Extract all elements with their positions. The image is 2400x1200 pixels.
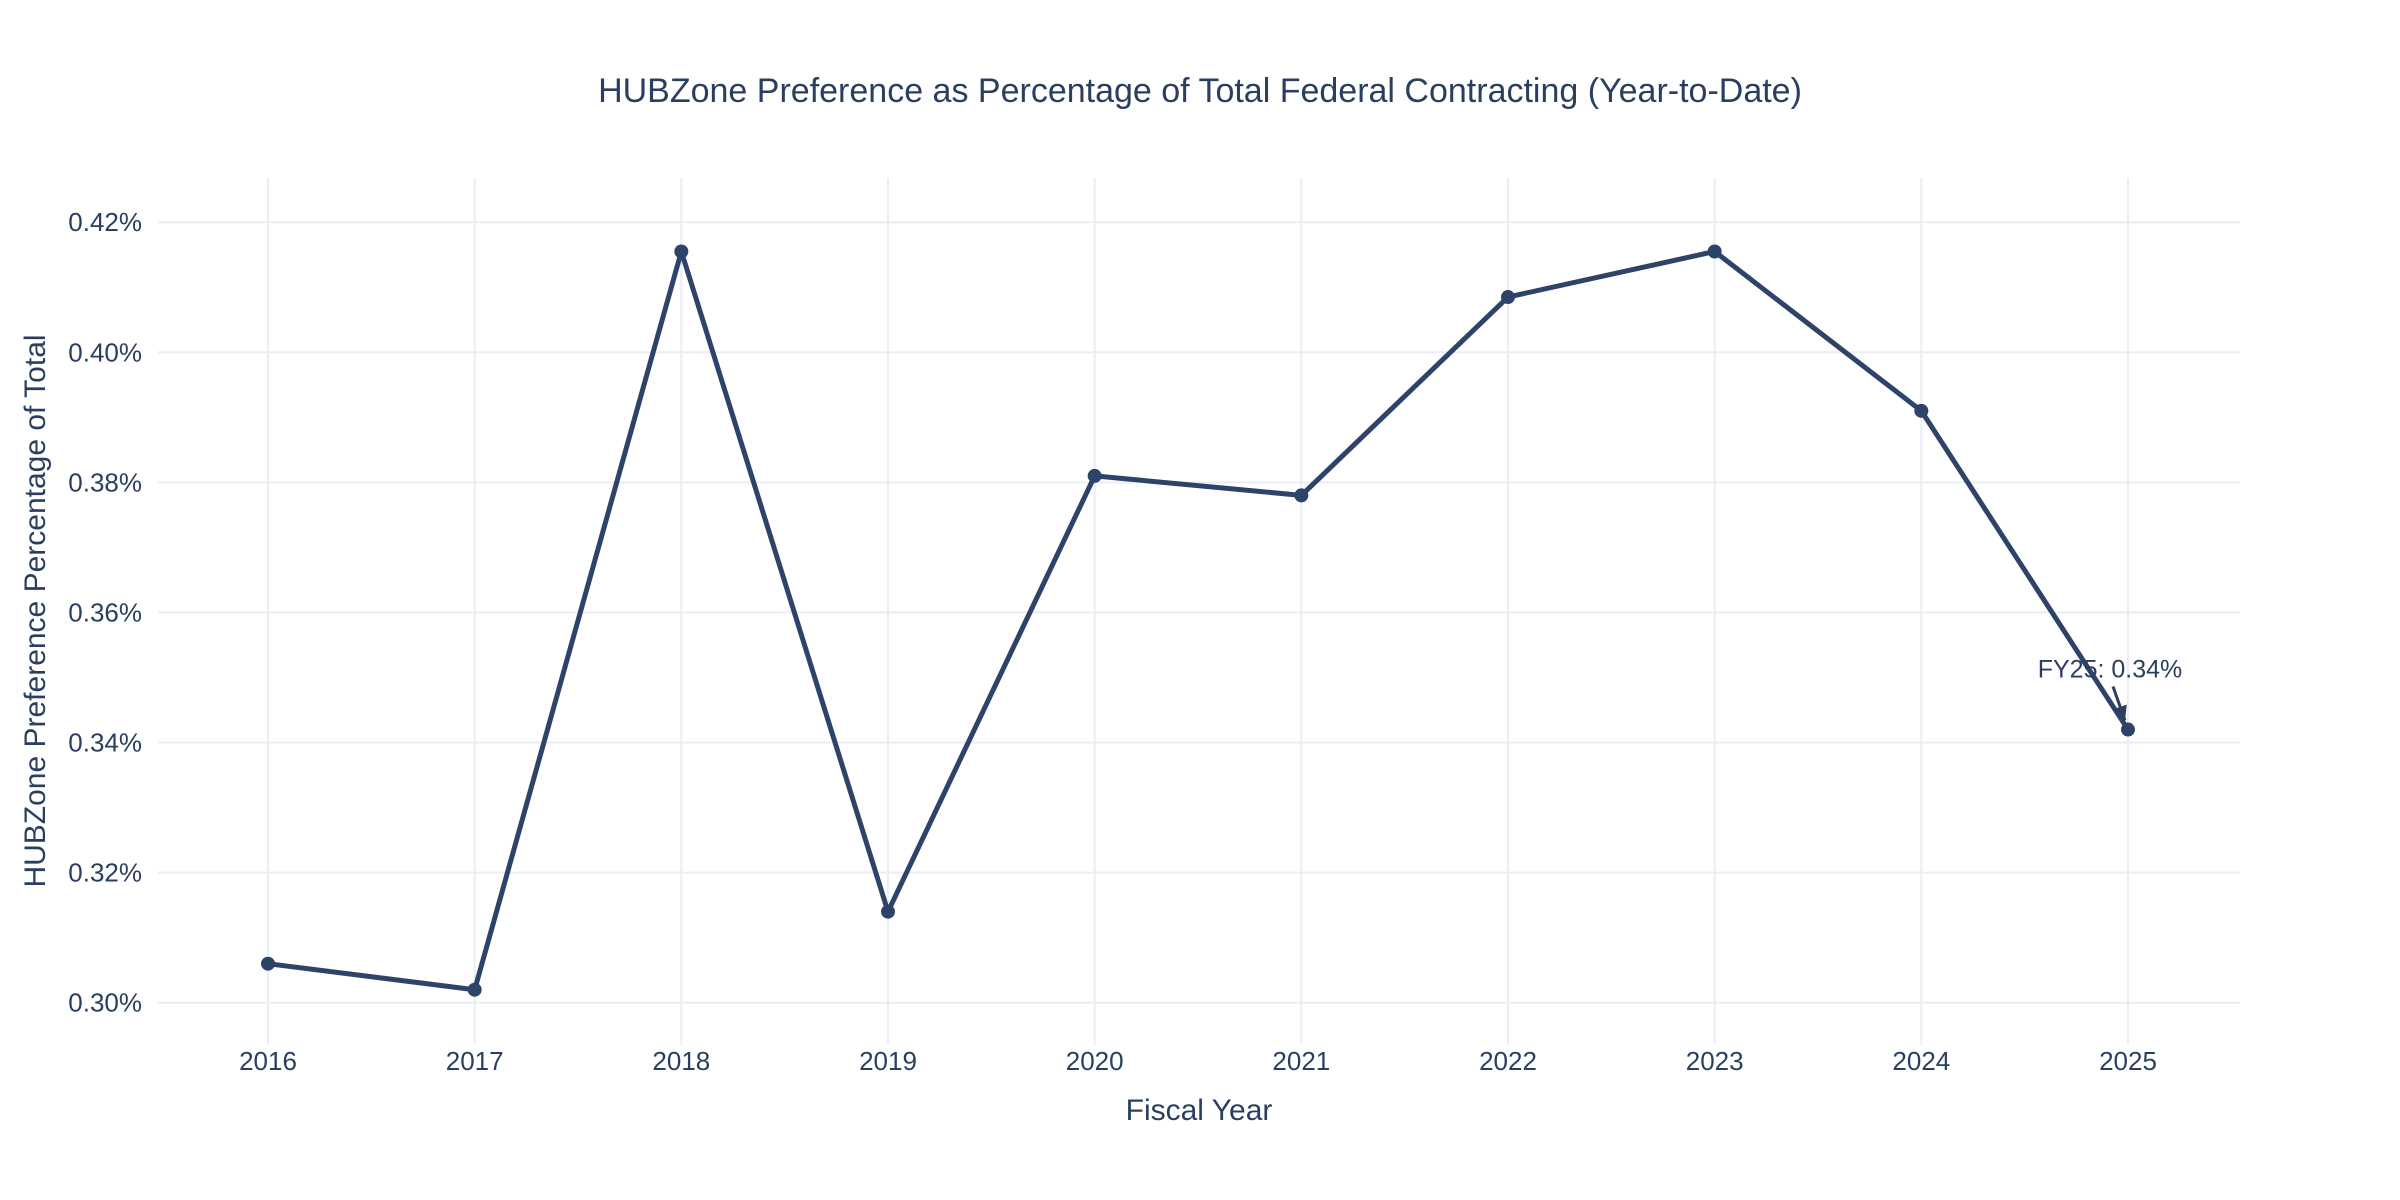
x-tick-label: 2021 — [1272, 1046, 1330, 1076]
y-tick-label: 0.36% — [68, 597, 142, 627]
x-tick-label: 2020 — [1066, 1046, 1124, 1076]
y-tick-label: 0.38% — [68, 467, 142, 497]
y-tick-label: 0.30% — [68, 988, 142, 1018]
y-tick-label: 0.32% — [68, 858, 142, 888]
data-point-2023[interactable] — [1707, 244, 1722, 259]
data-point-2021[interactable] — [1294, 488, 1309, 503]
y-tick-label: 0.42% — [68, 207, 142, 237]
annotation-arrowhead-icon — [2113, 704, 2127, 721]
data-point-2022[interactable] — [1501, 290, 1515, 305]
annotation-label: FY25: 0.34% — [2038, 656, 2183, 684]
x-tick-label: 2019 — [859, 1046, 917, 1076]
series-line — [265, 248, 2131, 993]
x-tick-label: 2024 — [1892, 1046, 1950, 1076]
data-point-2020[interactable] — [1087, 468, 1102, 483]
data-point-2019[interactable] — [881, 904, 895, 919]
y-tick-label: 0.34% — [68, 728, 142, 758]
x-tick-label: 2016 — [239, 1046, 297, 1076]
y-tick-label: 0.40% — [68, 337, 142, 367]
x-tick-label: 2022 — [1479, 1046, 1537, 1076]
data-point-2025[interactable] — [2121, 722, 2135, 737]
x-tick-label: 2018 — [652, 1046, 710, 1076]
data-point-2016[interactable] — [261, 956, 275, 971]
chart-title: HUBZone Preference as Percentage of Tota… — [598, 72, 1802, 110]
x-tick-label: 2025 — [2099, 1046, 2157, 1076]
x-axis-title: Fiscal Year — [1125, 1094, 1273, 1127]
data-point-2017[interactable] — [467, 982, 482, 997]
data-point-2024[interactable] — [1914, 403, 1929, 418]
x-tick-label: 2023 — [1686, 1046, 1744, 1076]
data-point-2018[interactable] — [674, 244, 689, 259]
x-tick-label: 2017 — [446, 1046, 504, 1076]
